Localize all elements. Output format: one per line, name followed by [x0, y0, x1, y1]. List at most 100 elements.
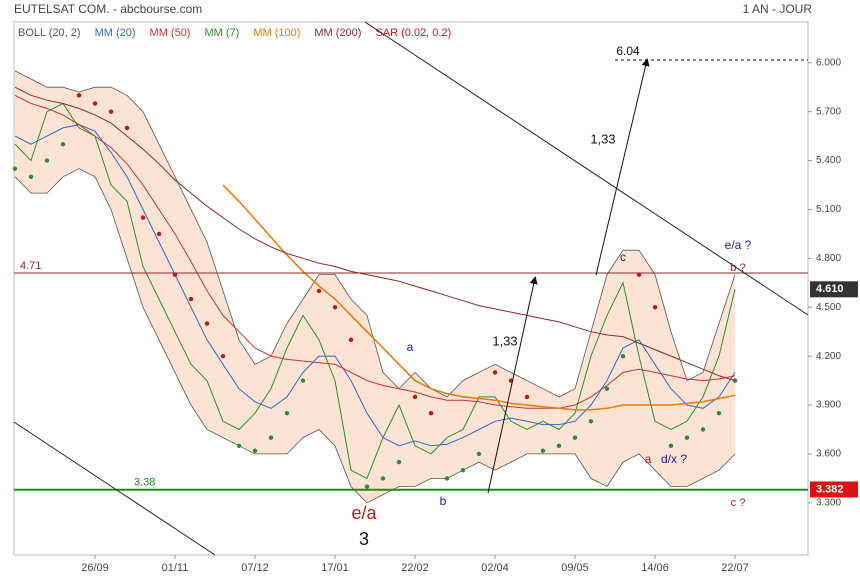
annotation: 1,33: [590, 131, 615, 146]
line: [14, 86, 736, 382]
annotation: 1,33: [492, 333, 517, 348]
sar-dot: [188, 296, 194, 302]
y-tick-label: 4.800: [816, 253, 841, 264]
annotation: a: [645, 452, 652, 466]
annotation: e/a ?: [725, 238, 752, 252]
sar-dot: [556, 443, 562, 448]
sar-dot: [60, 142, 66, 147]
annotation: c ?: [731, 497, 746, 509]
x-tick-label: 26/09: [81, 562, 109, 574]
sar-dot: [316, 288, 322, 294]
x-tick-label: 22/07: [721, 562, 749, 574]
line: [14, 102, 736, 480]
x-tick-label: 02/04: [481, 562, 509, 574]
sar-dot: [668, 443, 674, 448]
period: 1 AN - JOUR: [743, 2, 813, 16]
y-tick-label: 4.500: [816, 302, 841, 313]
y-tick-label: 3.900: [816, 400, 841, 411]
sar-dot: [700, 427, 706, 432]
sar-dot: [380, 476, 386, 481]
annotation: a: [407, 340, 414, 354]
sar-dot: [268, 435, 274, 440]
sar-dot: [28, 174, 34, 180]
bollinger-upper: [14, 70, 736, 398]
price-badge: [810, 281, 858, 298]
plot-frame: [13, 21, 809, 556]
bollinger-fill: [15, 70, 735, 503]
sar-dot: [236, 443, 242, 448]
x-tick-label: 01/11: [162, 562, 189, 574]
legend-entry: MM (200): [314, 27, 361, 39]
legend-entry: MM (100): [253, 27, 300, 39]
sar-dot: [476, 451, 482, 457]
sar-dot: [284, 410, 290, 416]
sar-dot: [220, 353, 226, 359]
sar-dot: [92, 101, 98, 106]
line: [14, 124, 736, 447]
legend-entry: MM (7): [204, 27, 239, 39]
annotation: d/x ?: [661, 452, 687, 466]
price-badge: [810, 481, 858, 498]
legend-entry: MM (50): [150, 27, 191, 39]
sar-dot: [444, 476, 450, 481]
sar-dot: [588, 419, 594, 424]
sar-dot: [636, 272, 642, 277]
sar-dot: [300, 378, 306, 383]
sar-dot: [172, 272, 178, 277]
bollinger-lower: [14, 168, 736, 504]
legend-entry: BOLL (20, 2): [18, 27, 81, 39]
trend-line: [364, 21, 809, 316]
sar-dot: [428, 410, 434, 416]
sar-dot: [604, 386, 610, 391]
legend-entry: SAR (0.02, 0.2): [375, 27, 451, 39]
sar-dot: [364, 484, 370, 489]
sar-dot: [540, 448, 546, 453]
sar-dot: [412, 394, 418, 400]
y-tick-label: 5.400: [816, 155, 841, 166]
annotation: 3: [359, 529, 369, 549]
x-tick-label: 09/05: [561, 562, 589, 574]
y-tick-label: 4.200: [816, 351, 841, 362]
x-tick-label: 07/12: [241, 562, 269, 574]
sar-dot: [524, 394, 530, 400]
sar-dot: [44, 158, 50, 163]
price-badge-label: 4.610: [816, 283, 844, 295]
annotation: 6.04: [616, 44, 640, 58]
sar-dot: [204, 321, 210, 326]
sar-dot: [76, 93, 82, 98]
y-tick-label: 5.700: [816, 106, 841, 117]
level-label: 4.71: [20, 260, 41, 272]
sar-dot: [716, 410, 722, 416]
y-tick-label: 3.600: [816, 449, 841, 460]
chart-title: EUTELSAT COM. - abcbourse.com: [14, 2, 202, 16]
sar-dot: [348, 337, 354, 343]
annotation: b: [440, 494, 447, 508]
line: [222, 184, 736, 411]
legend-entry: MM (20): [95, 27, 136, 39]
price-badge-label: 3.382: [816, 483, 844, 495]
sar-dot: [492, 370, 498, 375]
y-tick-label: 5.100: [816, 204, 841, 215]
sar-dot: [140, 215, 146, 220]
sar-dot: [460, 468, 466, 473]
sar-dot: [684, 435, 690, 440]
sar-dot: [332, 305, 338, 310]
x-tick-label: 14/06: [641, 562, 669, 574]
annotation: c: [620, 250, 626, 264]
arrow: [595, 58, 650, 276]
annotation: e/a: [351, 503, 377, 523]
sar-dot: [252, 448, 258, 453]
sar-dot: [652, 305, 658, 310]
x-tick-label: 17/01: [321, 562, 349, 574]
sar-dot: [620, 353, 626, 359]
x-tick-label: 22/02: [401, 562, 429, 574]
level-label: 3.38: [134, 477, 155, 489]
sar-dot: [124, 125, 130, 131]
y-tick-label: 3.300: [816, 497, 841, 508]
sar-dot: [572, 435, 578, 440]
line: [14, 94, 736, 409]
sar-dot: [156, 231, 162, 237]
sar-dot: [732, 378, 738, 383]
arrow: [487, 276, 538, 494]
